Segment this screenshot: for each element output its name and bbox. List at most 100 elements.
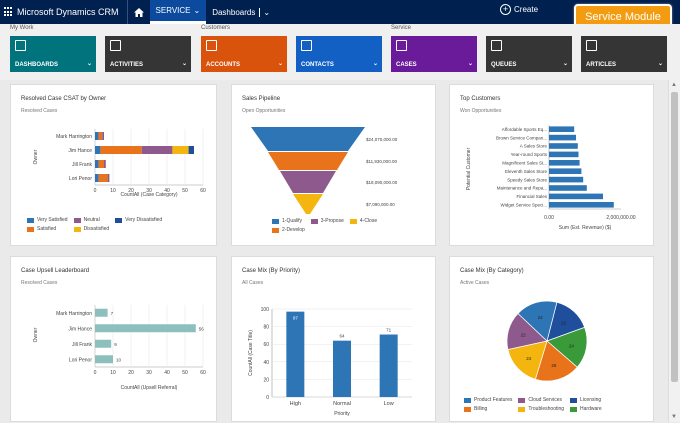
- tile-icon: [396, 40, 407, 51]
- legend-item[interactable]: Billing: [464, 406, 512, 412]
- bar-segment: [172, 146, 189, 154]
- tile-icon: [586, 40, 597, 51]
- legend-label: Very Dissatisfied: [125, 217, 163, 223]
- legend-item[interactable]: Neutral: [73, 217, 110, 223]
- csat-chart: 0 10 20 30 40 50 60 Mark Harrington Jim Hance Jil…: [33, 129, 206, 198]
- y-tick-label: 0: [266, 395, 269, 401]
- data-label: 10: [116, 357, 122, 362]
- group-label-service: Service: [391, 25, 412, 31]
- legend-item[interactable]: Troubleshooting: [518, 406, 564, 412]
- legend-item[interactable]: Very Dissatisfied: [115, 217, 162, 223]
- legend-item[interactable]: 1-Qualify: [272, 218, 305, 224]
- legend-swatch: [570, 397, 578, 403]
- data-label: $18,090,000.00: [366, 180, 398, 185]
- tile-icon: [301, 40, 312, 51]
- data-label: 24: [569, 344, 575, 349]
- pie-slice: [507, 340, 548, 380]
- bar: [549, 151, 579, 158]
- chart-subtitle: Won Opportunities: [460, 108, 502, 114]
- plus-icon: +: [500, 4, 511, 15]
- legend-item[interactable]: Satisfied: [27, 226, 68, 232]
- y-axis-title: Owner: [33, 149, 39, 164]
- y-tick-label: Jill Frank: [72, 162, 93, 168]
- x-axis-title: CountAll (Upsell Referral): [121, 385, 178, 391]
- tile-activities[interactable]: ACTIVITIES ⌄: [105, 36, 191, 72]
- legend-label: 4-Close: [359, 218, 378, 224]
- nav-service-dropdown[interactable]: SERVICE ⌄: [149, 0, 207, 24]
- tile-queues[interactable]: QUEUES ⌄: [486, 36, 572, 72]
- y-tick-label: A Sales Store: [520, 144, 548, 149]
- chart-title: Case Mix (By Category): [460, 268, 524, 274]
- data-label: $11,930,000.00: [366, 159, 397, 164]
- y-tick-label: Maintenance and Repa...: [497, 186, 547, 191]
- chevron-down-icon: ⌄: [467, 61, 473, 67]
- y-axis-title: Owner: [33, 327, 39, 342]
- chevron-down-icon: ⌄: [193, 6, 201, 15]
- tile-contacts[interactable]: CONTACTS ⌄: [296, 36, 382, 72]
- x-tick-label: 30: [146, 370, 152, 376]
- bar: [549, 160, 580, 166]
- tile-dashboards[interactable]: DASHBOARDS ⌄: [10, 36, 96, 72]
- tile-cases[interactable]: CASES ⌄: [391, 36, 477, 72]
- legend-label: Licensing: [580, 397, 602, 403]
- app-launcher-icon[interactable]: [4, 7, 14, 17]
- chart-subtitle: Active Cases: [460, 280, 490, 286]
- y-tick-label: Affordable Sports Eq...: [502, 127, 547, 132]
- card-sales-pipeline: Sales Pipeline Open Opportunities $24,07…: [231, 84, 436, 246]
- data-label: 26: [551, 363, 557, 368]
- tile-label: DASHBOARDS: [15, 62, 59, 68]
- card-top-customers: Top Customers Won Opportunities Affordab…: [449, 84, 654, 246]
- bar-segment: [102, 132, 104, 140]
- x-axis-title: CountAll (Case Category): [121, 192, 178, 198]
- funnel-segment: [293, 194, 323, 214]
- legend-item[interactable]: Cloud Services: [518, 397, 564, 403]
- legend-item[interactable]: Hardware: [570, 406, 602, 412]
- y-tick-label: Jim Hance: [68, 148, 92, 154]
- chart-title: Case Upsell Leaderboard: [21, 268, 90, 274]
- scroll-down-icon[interactable]: ▼: [671, 414, 677, 420]
- chevron-down-icon: ⌄: [372, 61, 378, 67]
- home-icon[interactable]: [128, 7, 150, 17]
- data-label: 22: [561, 321, 567, 326]
- legend-item[interactable]: Product Features: [464, 397, 512, 403]
- bar-segment: [98, 160, 104, 168]
- scrollbar-thumb[interactable]: [671, 92, 678, 382]
- tile-icon: [206, 40, 217, 51]
- legend-label: Product Features: [474, 397, 513, 403]
- x-tick-label: 50: [182, 370, 188, 376]
- legend-item[interactable]: Very Satisfied: [27, 217, 68, 223]
- vertical-scrollbar[interactable]: ▲ ▼: [668, 80, 680, 422]
- legend-item[interactable]: Dissatisfied: [73, 226, 110, 232]
- bar-segment: [100, 146, 142, 154]
- scroll-up-icon[interactable]: ▲: [671, 82, 677, 88]
- legend-item[interactable]: 2-Develop: [272, 227, 305, 233]
- app-title[interactable]: Microsoft Dynamics CRM: [17, 7, 119, 17]
- x-tick-label: 0: [94, 188, 97, 194]
- y-tick-label: Speedy Sales Store: [507, 177, 547, 182]
- category-pie-chart: 22 24 26 24 22 24: [506, 300, 588, 382]
- y-tick-label: Mark Harrington: [56, 311, 92, 317]
- data-label: 97: [293, 316, 299, 321]
- tile-articles[interactable]: ARTICLES ⌄: [581, 36, 667, 72]
- upsell-chart: 0 10 20 30 40 50 60 Mark Harrington 7 Jim Hance 56…: [33, 305, 206, 391]
- legend-swatch: [272, 227, 279, 233]
- y-tick-label: Widget Service Speci...: [500, 203, 547, 208]
- tile-accounts[interactable]: ACCOUNTS ⌄: [201, 36, 287, 72]
- legend-swatch: [115, 217, 123, 223]
- legend-swatch: [518, 406, 526, 412]
- chart-subtitle: Open Opportunities: [242, 108, 286, 114]
- bar-segment: [95, 132, 99, 140]
- x-tick-label: 60: [200, 370, 206, 376]
- data-label: 64: [339, 334, 345, 339]
- nav-dashboards-dropdown[interactable]: Dashboards ⌄: [206, 0, 276, 24]
- x-tick-label: 50: [182, 188, 188, 194]
- create-button[interactable]: + Create: [500, 4, 538, 15]
- legend-label: Dissatisfied: [83, 226, 110, 232]
- x-tick-label: 20: [128, 188, 134, 194]
- csat-legend: Very Satisfied Neutral Very Dissatisfied Sa…: [27, 217, 162, 232]
- y-tick-label: 100: [261, 307, 270, 313]
- legend-item[interactable]: 4-Close: [349, 218, 378, 224]
- legend-item[interactable]: Licensing: [570, 397, 602, 403]
- data-label: 56: [199, 326, 205, 331]
- legend-item[interactable]: 3-Propose: [310, 218, 344, 224]
